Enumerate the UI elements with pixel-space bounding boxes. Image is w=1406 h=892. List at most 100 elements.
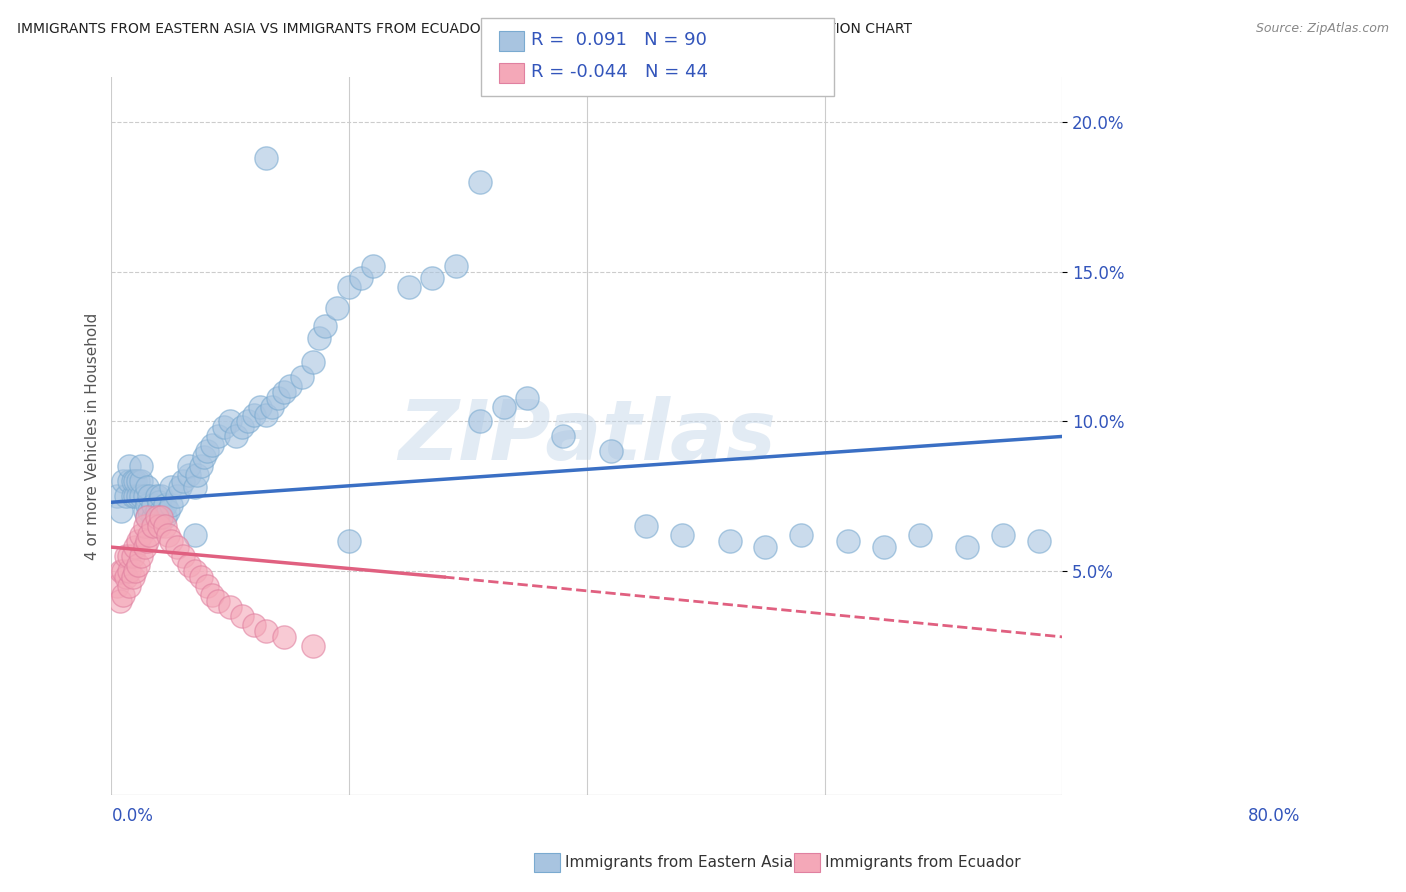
- Point: [157, 504, 180, 518]
- Point: [129, 475, 152, 489]
- Point: [273, 384, 295, 399]
- Point: [337, 280, 360, 294]
- Point: [127, 475, 149, 489]
- Point: [195, 444, 218, 458]
- Point: [124, 475, 146, 489]
- Point: [148, 510, 170, 524]
- Point: [214, 420, 236, 434]
- Point: [142, 519, 165, 533]
- Point: [219, 415, 242, 429]
- Point: [136, 498, 159, 512]
- Point: [153, 510, 176, 524]
- Point: [183, 564, 205, 578]
- Point: [110, 504, 132, 518]
- Point: [314, 318, 336, 333]
- Point: [172, 549, 194, 563]
- Point: [160, 498, 183, 512]
- Point: [157, 528, 180, 542]
- Point: [134, 519, 156, 533]
- Point: [254, 624, 277, 638]
- Point: [249, 400, 271, 414]
- Point: [190, 459, 212, 474]
- Point: [302, 639, 325, 653]
- Point: [138, 528, 160, 542]
- Point: [118, 475, 141, 489]
- Point: [105, 489, 128, 503]
- Point: [177, 459, 200, 474]
- Text: Source: ZipAtlas.com: Source: ZipAtlas.com: [1256, 22, 1389, 36]
- Point: [254, 409, 277, 423]
- Point: [160, 480, 183, 494]
- Point: [145, 510, 167, 524]
- Text: Immigrants from Eastern Asia: Immigrants from Eastern Asia: [565, 855, 793, 870]
- Point: [243, 618, 266, 632]
- Y-axis label: 4 or more Vehicles in Household: 4 or more Vehicles in Household: [86, 313, 100, 560]
- Point: [153, 519, 176, 533]
- Text: 80.0%: 80.0%: [1247, 806, 1301, 824]
- Point: [112, 475, 135, 489]
- Point: [671, 528, 693, 542]
- Point: [114, 489, 136, 503]
- Point: [124, 564, 146, 578]
- Point: [138, 489, 160, 503]
- Point: [278, 378, 301, 392]
- Point: [112, 564, 135, 578]
- Point: [124, 540, 146, 554]
- Point: [166, 540, 188, 554]
- Point: [142, 498, 165, 512]
- Point: [150, 504, 173, 518]
- Point: [112, 588, 135, 602]
- Point: [516, 391, 538, 405]
- Point: [134, 540, 156, 554]
- Point: [308, 331, 330, 345]
- Point: [754, 540, 776, 554]
- Point: [121, 475, 143, 489]
- Point: [207, 429, 229, 443]
- Point: [422, 271, 444, 285]
- Point: [1028, 534, 1050, 549]
- Point: [837, 534, 859, 549]
- Point: [138, 504, 160, 518]
- Point: [145, 489, 167, 503]
- Point: [337, 534, 360, 549]
- Point: [127, 558, 149, 573]
- Point: [121, 549, 143, 563]
- Point: [150, 510, 173, 524]
- Point: [105, 579, 128, 593]
- Text: R = -0.044   N = 44: R = -0.044 N = 44: [531, 63, 709, 81]
- Point: [444, 259, 467, 273]
- Point: [150, 489, 173, 503]
- Point: [207, 594, 229, 608]
- Point: [267, 391, 290, 405]
- Point: [177, 468, 200, 483]
- Point: [236, 415, 259, 429]
- Point: [129, 528, 152, 542]
- Point: [148, 495, 170, 509]
- Point: [243, 409, 266, 423]
- Point: [273, 630, 295, 644]
- Point: [118, 549, 141, 563]
- Point: [121, 570, 143, 584]
- Point: [718, 534, 741, 549]
- Point: [260, 400, 283, 414]
- Text: R =  0.091   N = 90: R = 0.091 N = 90: [531, 31, 707, 49]
- Point: [225, 429, 247, 443]
- Point: [118, 564, 141, 578]
- Point: [873, 540, 896, 554]
- Point: [398, 280, 420, 294]
- Point: [177, 558, 200, 573]
- Point: [956, 540, 979, 554]
- Point: [302, 354, 325, 368]
- Point: [468, 175, 491, 189]
- Point: [291, 369, 314, 384]
- Point: [599, 444, 621, 458]
- Point: [636, 519, 658, 533]
- Point: [190, 570, 212, 584]
- Point: [114, 549, 136, 563]
- Point: [169, 480, 191, 494]
- Point: [121, 489, 143, 503]
- Point: [254, 151, 277, 165]
- Point: [183, 528, 205, 542]
- Point: [114, 570, 136, 584]
- Point: [134, 504, 156, 518]
